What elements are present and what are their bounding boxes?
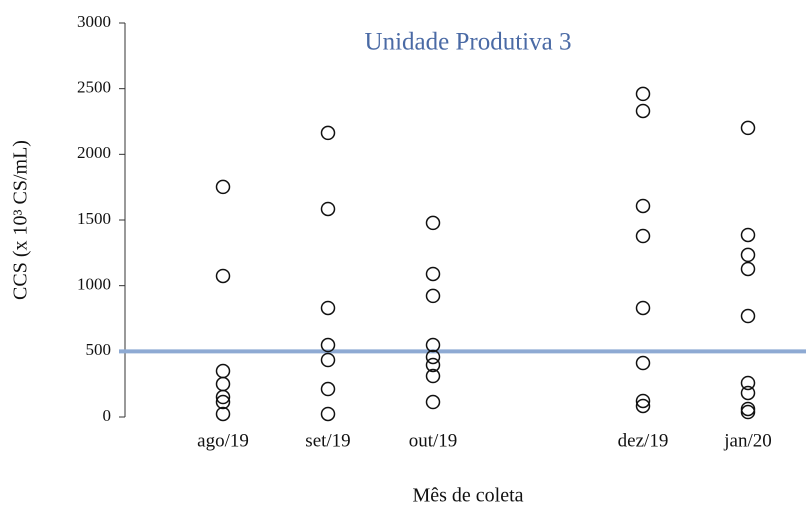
marker (740, 401, 756, 417)
marker (425, 349, 441, 365)
y-tick-label: 2500 (77, 78, 111, 97)
y-tick-label: 2000 (77, 143, 111, 162)
y-tick-label: 0 (103, 406, 112, 425)
marker (425, 337, 441, 353)
marker (635, 300, 651, 316)
y-tick-label: 3000 (77, 12, 111, 31)
marker (425, 215, 441, 231)
y-tick-label: 1000 (77, 275, 111, 294)
x-tick-label: dez/19 (618, 430, 669, 451)
marker (425, 368, 441, 384)
marker (215, 179, 231, 195)
marker (740, 308, 756, 324)
marker (425, 394, 441, 410)
marker (320, 352, 336, 368)
marker (740, 404, 756, 420)
marker (320, 125, 336, 141)
x-tick-label: set/19 (305, 430, 350, 451)
marker (740, 385, 756, 401)
x-axis-label: Mês de coleta (412, 485, 523, 507)
marker (635, 393, 651, 409)
marker (215, 394, 231, 410)
marker (425, 288, 441, 304)
x-tick-label: jan/20 (723, 430, 772, 451)
marker (635, 198, 651, 214)
marker (635, 355, 651, 371)
y-axis-label: CCS (x 10³ CS/mL) (10, 140, 32, 300)
marker (215, 406, 231, 422)
x-tick-label: ago/19 (197, 430, 249, 451)
chart-title: Unidade Produtiva 3 (365, 29, 572, 56)
marker (740, 261, 756, 277)
marker (425, 266, 441, 282)
marker (635, 228, 651, 244)
marker (320, 201, 336, 217)
marker (320, 406, 336, 422)
marker (215, 268, 231, 284)
marker (635, 103, 651, 119)
marker (215, 363, 231, 379)
marker (320, 300, 336, 316)
marker (635, 86, 651, 102)
marker (320, 381, 336, 397)
marker (425, 357, 441, 373)
marker (740, 247, 756, 263)
y-tick-label: 500 (86, 340, 112, 359)
marker (215, 376, 231, 392)
marker (215, 389, 231, 405)
marker (740, 375, 756, 391)
marker (635, 398, 651, 414)
x-tick-label: out/19 (409, 430, 458, 451)
marker (740, 227, 756, 243)
y-tick-label: 1500 (77, 209, 111, 228)
marker (320, 337, 336, 353)
marker (740, 120, 756, 136)
